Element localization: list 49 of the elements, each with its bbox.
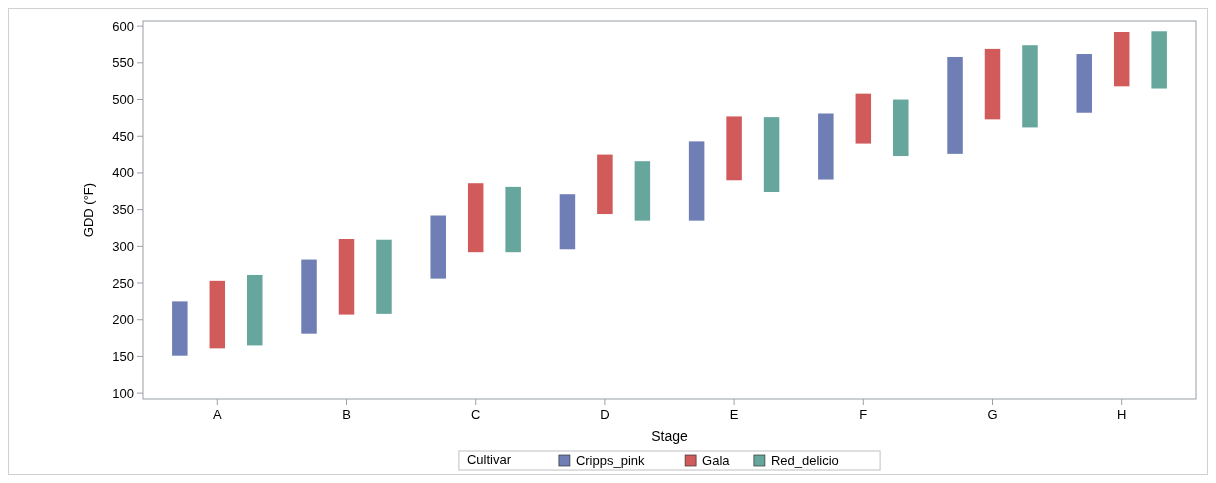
bar xyxy=(172,301,188,356)
y-tick-label: 100 xyxy=(112,385,134,401)
bar xyxy=(597,154,613,215)
bar xyxy=(301,259,317,334)
y-tick-label: 200 xyxy=(112,312,134,328)
x-tick-label: E xyxy=(729,407,739,422)
x-axis-title: Stage xyxy=(651,428,688,444)
bar xyxy=(634,161,651,221)
bar xyxy=(763,117,780,193)
bar xyxy=(855,93,872,144)
bar xyxy=(467,183,484,253)
bar xyxy=(688,141,705,221)
y-tick-label: 500 xyxy=(112,92,134,108)
x-tick-label: A xyxy=(212,407,222,422)
y-axis-title: GDD (°F) xyxy=(81,182,96,238)
bar xyxy=(947,56,963,154)
bar xyxy=(1113,32,1130,87)
y-tick-label: 250 xyxy=(112,275,134,291)
bar xyxy=(1151,31,1167,89)
legend-label: Cripps_pink xyxy=(575,453,646,468)
y-tick-label: 550 xyxy=(112,55,134,71)
x-tick-label: B xyxy=(342,407,351,422)
y-tick-label: 450 xyxy=(112,128,134,144)
y-tick-label: 300 xyxy=(112,238,134,254)
legend-label: Red_delicio xyxy=(770,453,839,468)
y-tick-label: 350 xyxy=(112,202,134,218)
bar xyxy=(1022,45,1038,128)
bar xyxy=(338,238,355,315)
y-tick-label: 600 xyxy=(112,18,134,34)
y-tick-label: 400 xyxy=(112,165,134,181)
bar xyxy=(209,280,226,349)
x-tick-label: D xyxy=(600,407,610,422)
bar xyxy=(505,186,521,253)
bar xyxy=(1076,54,1092,113)
bar xyxy=(818,113,834,180)
bar xyxy=(247,274,263,346)
bar xyxy=(430,215,446,279)
legend-title: Cultivar xyxy=(466,452,512,467)
x-tick-label: G xyxy=(987,407,998,422)
x-tick-label: F xyxy=(859,407,868,422)
legend-label: Gala xyxy=(702,453,731,468)
x-tick-label: C xyxy=(471,407,481,422)
y-tick-label: 150 xyxy=(112,348,134,364)
x-tick-label: H xyxy=(1117,407,1127,422)
bar xyxy=(376,239,392,314)
bar xyxy=(984,48,1001,120)
bar xyxy=(726,116,742,181)
bar xyxy=(893,99,909,157)
bar xyxy=(559,194,576,250)
